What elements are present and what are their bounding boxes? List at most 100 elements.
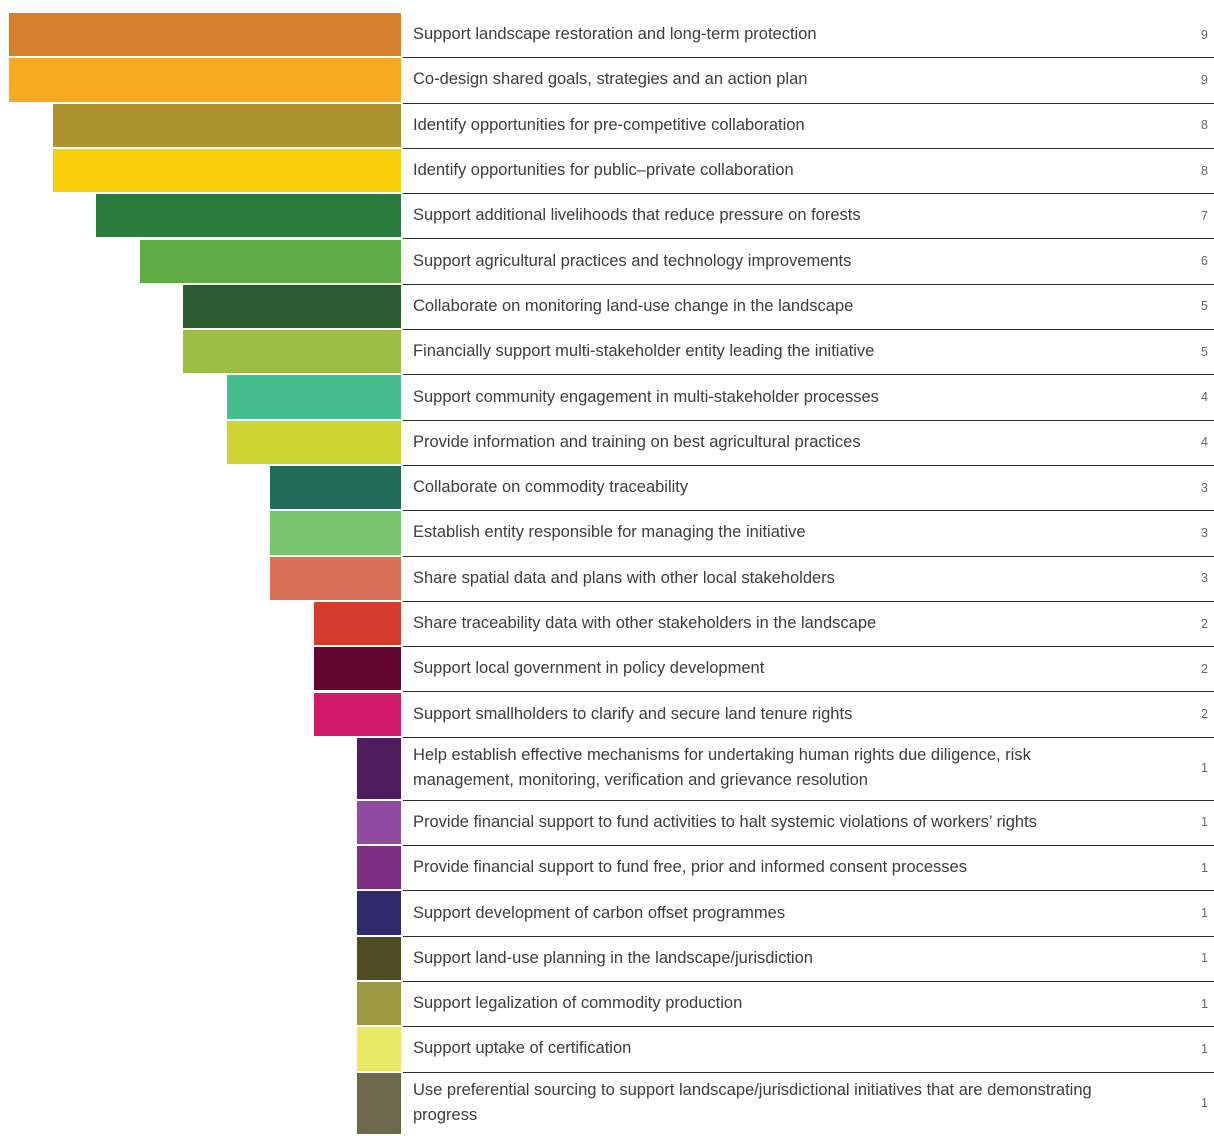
row-divider: [403, 845, 1214, 847]
bar-row: Support local government in policy devel…: [0, 647, 1214, 693]
category-label: Collaborate on monitoring land-use chang…: [413, 296, 854, 315]
bar: [357, 1027, 401, 1071]
category-label: Collaborate on commodity traceability: [413, 478, 689, 497]
bar-row: Support smallholders to clarify and secu…: [0, 692, 1214, 738]
value-label: 9: [1201, 72, 1208, 87]
value-label: 1: [1201, 906, 1208, 921]
value-label: 2: [1201, 661, 1208, 676]
category-label: Share traceability data with other stake…: [413, 614, 877, 633]
value-label: 1: [1201, 860, 1208, 875]
bar: [313, 601, 401, 646]
row-divider: [403, 980, 1214, 982]
bar-row: Co-design shared goals, strategies and a…: [0, 58, 1214, 104]
bar: [52, 103, 401, 147]
category-label: Support legalization of commodity produc…: [413, 994, 743, 1013]
bar-row: Identify opportunities for pre-competiti…: [0, 103, 1214, 149]
bar: [270, 556, 401, 600]
category-label: Support agricultural practices and techn…: [413, 251, 852, 270]
row-divider: [403, 419, 1214, 421]
value-label: 8: [1201, 163, 1208, 178]
bar-row: Support development of carbon offset pro…: [0, 891, 1214, 937]
row-divider: [403, 1026, 1214, 1028]
bar-row: Provide financial support to fund free, …: [0, 846, 1214, 892]
category-label: Support land-use planning in the landsca…: [413, 948, 813, 967]
bar-row: Provide financial support to fund activi…: [0, 800, 1214, 847]
bar-row: Support additional livelihoods that redu…: [0, 194, 1214, 240]
category-label: Establish entity responsible for managin…: [413, 523, 806, 542]
row-divider: [403, 193, 1214, 195]
bar-row: Help establish effective mechanisms for …: [0, 737, 1214, 801]
bar-row: Establish entity responsible for managin…: [0, 511, 1214, 557]
bar: [357, 1072, 401, 1134]
bar: [357, 936, 401, 980]
value-label: 5: [1201, 299, 1208, 314]
row-divider: [403, 935, 1214, 937]
bar: [9, 13, 401, 57]
value-label: 1: [1201, 996, 1208, 1011]
category-label: Support community engagement in multi-st…: [413, 387, 879, 406]
category-label: Share spatial data and plans with other …: [413, 568, 835, 587]
category-label: Co-design shared goals, strategies and a…: [413, 70, 808, 89]
bar-row: Support land-use planning in the landsca…: [0, 936, 1214, 982]
category-label: Identify opportunities for public–privat…: [413, 161, 794, 180]
row-divider: [403, 736, 1214, 738]
bar: [313, 692, 401, 736]
row-divider: [403, 555, 1214, 557]
value-label: 5: [1201, 344, 1208, 359]
category-label: Support development of carbon offset pro…: [413, 903, 786, 922]
row-divider: [403, 890, 1214, 892]
row-divider: [403, 374, 1214, 376]
bar: [313, 647, 401, 691]
bar: [357, 737, 401, 799]
bar: [9, 58, 401, 102]
value-label: 9: [1201, 27, 1208, 42]
value-label: 1: [1201, 815, 1208, 830]
bar: [226, 375, 401, 419]
row-divider: [403, 1071, 1214, 1073]
value-label: 4: [1201, 390, 1208, 405]
bar-row: Share spatial data and plans with other …: [0, 556, 1214, 602]
value-label: 3: [1201, 525, 1208, 540]
value-label: 3: [1201, 480, 1208, 495]
category-label: Use preferential sourcing to support lan…: [413, 1081, 1092, 1125]
bar: [183, 330, 401, 374]
bar-row: Support agricultural practices and techn…: [0, 239, 1214, 285]
category-label: Provide information and training on best…: [413, 432, 861, 451]
category-label: Support additional livelihoods that redu…: [413, 206, 861, 225]
bar: [139, 239, 401, 283]
bar: [270, 466, 401, 510]
category-label: Help establish effective mechanisms for …: [413, 746, 1031, 790]
value-label: 6: [1201, 254, 1208, 269]
row-divider: [403, 238, 1214, 240]
row-divider: [403, 147, 1214, 149]
bar-row: Financially support multi-stakeholder en…: [0, 330, 1214, 376]
bar-row: Share traceability data with other stake…: [0, 601, 1214, 648]
bar: [96, 194, 401, 238]
category-label: Support smallholders to clarify and secu…: [413, 704, 853, 723]
bar: [357, 982, 401, 1026]
bar-row: Support community engagement in multi-st…: [0, 375, 1214, 421]
bar: [357, 846, 401, 890]
value-label: 4: [1201, 435, 1208, 450]
row-divider: [403, 464, 1214, 466]
bar-row: Collaborate on monitoring land-use chang…: [0, 284, 1214, 331]
bar-row: Use preferential sourcing to support lan…: [0, 1072, 1214, 1136]
row-divider: [403, 283, 1214, 285]
value-label: 1: [1201, 1041, 1208, 1056]
value-label: 3: [1201, 571, 1208, 586]
bar: [357, 891, 401, 935]
row-divider: [403, 799, 1214, 801]
row-divider: [403, 691, 1214, 693]
category-label: Support uptake of certification: [413, 1039, 632, 1058]
bar-row: Collaborate on commodity traceability 3: [0, 466, 1214, 512]
category-label: Provide financial support to fund free, …: [413, 858, 967, 877]
bar: [357, 800, 401, 845]
bar: [226, 420, 401, 464]
bar: [52, 148, 401, 193]
bar-row: Support uptake of certification 1: [0, 1027, 1214, 1073]
category-label: Financially support multi-stakeholder en…: [413, 342, 875, 361]
bar-row: Provide information and training on best…: [0, 420, 1214, 466]
category-label: Support local government in policy devel…: [413, 659, 765, 678]
row-divider: [403, 600, 1214, 602]
value-label: 2: [1201, 616, 1208, 631]
